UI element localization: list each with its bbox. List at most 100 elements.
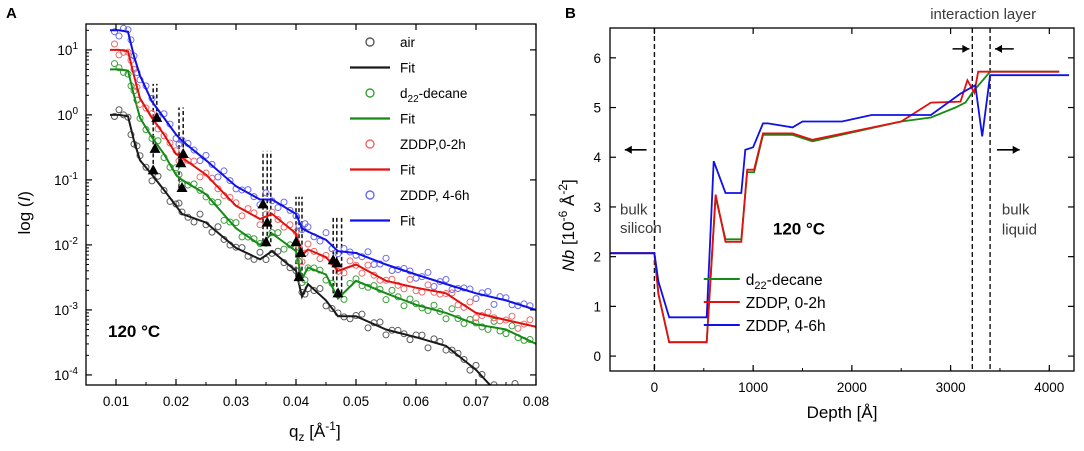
x-axis-label-a: qz [Å-1] [289,419,341,444]
data-point [111,60,118,68]
x-label-close: ] [336,422,341,441]
legend-text: ZDDP, 0-2h [746,295,826,312]
data-point [442,315,450,323]
x-tick-label-a: 0.04 [283,394,310,409]
data-point [232,219,240,227]
triangle-marker-7 [261,216,273,227]
data-point [466,298,474,306]
data-point [448,305,456,313]
panel-b-label: B [565,5,576,22]
y-label-close: ) [15,191,34,197]
data-point [472,295,480,303]
temperature-annotation-a: 120 °C [108,322,160,341]
data-point [238,212,246,220]
triangle-marker-13 [290,236,302,247]
y-tick-label-a: 10-2 [54,236,78,253]
data-point [262,256,270,264]
x-tick-label-b: 0 [651,380,659,395]
x-tick-label-a: 0.08 [523,394,549,409]
legend-label-b-0: d22-decane [746,272,823,292]
legend-rest: -decane [767,272,823,289]
x-tick-label-a: 0.07 [463,394,489,409]
y-tick-label-b: 0 [593,349,601,364]
legend-label-a-6: ZDDP, 4-6h [400,188,470,203]
series-0-group [110,106,519,399]
data-point [484,308,492,316]
data-point [502,330,510,338]
series-0-fit-line [110,113,492,385]
data-point [316,255,324,263]
data-point [526,316,534,324]
legend-text: d [400,86,408,101]
temperature-annotation-b: 120 °C [773,219,825,238]
panel-a-chart: 0.01 0.02 0.03 0.04 0.05 0.06 0.07 0.0810-410-3… [15,23,549,444]
data-point [250,193,258,201]
y-tick-label-b: 5 [593,101,601,116]
data-point [196,210,204,218]
data-point [442,275,450,283]
bulk-silicon-label-1: bulk [620,201,648,218]
triangle-marker-6 [175,157,187,168]
bulk-liquid-arrow-head [1012,145,1020,154]
data-point [388,267,396,275]
data-point [214,198,222,206]
data-point [460,355,468,363]
y-tick-label-a: 10-3 [54,301,78,318]
data-point [472,361,480,369]
triangle-marker-8 [295,247,307,258]
triangle-marker-5 [149,142,161,153]
data-point [376,318,384,326]
data-point [208,160,216,168]
x-label-exp: -1 [325,419,336,433]
x-label-unit: [Å [304,422,325,441]
x-tick-label-b: 4000 [1034,380,1064,395]
y-tick-label-b: 6 [593,51,601,66]
data-point [382,254,390,262]
y-tick-base: 10 [54,368,69,383]
x-tick-label-b: 2000 [837,380,867,395]
y-tick-exponent: -3 [69,301,78,312]
interaction-layer-label: interaction layer [930,6,1036,23]
y-label-close: ] [559,179,578,184]
triangle-marker-10 [151,111,163,122]
data-point [505,393,511,399]
data-point [226,177,234,185]
series-3-group [110,24,536,311]
data-point [148,134,156,142]
y-tick-exponent: -1 [69,171,78,182]
data-point [388,286,396,294]
data-point [115,106,123,114]
y-tick-label-b: 4 [593,150,601,165]
legend-text: ZDDP,0-2h [400,137,466,152]
y-label-exp: -6 [556,210,570,221]
data-point [316,284,324,292]
triangle-marker-1 [176,182,188,193]
data-point [346,257,354,265]
data-point [466,366,474,374]
y-axis-label-b: Nb [10-6 Å-2] [556,179,578,271]
y-tick-label-a: 100 [57,106,78,123]
data-point [262,189,270,197]
data-point [514,324,522,332]
legend-label-a-3: Fit [400,112,415,127]
data-point [214,173,222,181]
legend-sub: 22 [408,94,420,105]
data-point [328,305,336,313]
sld-line-0 [610,70,1060,344]
data-point [310,287,318,295]
legend-marker-a-0 [365,37,375,47]
data-point [160,132,168,140]
legend-text: Fit [400,214,415,229]
data-point [142,104,150,112]
data-point [400,302,408,310]
interaction-right-arrow-head [995,44,1003,53]
data-point [115,64,123,72]
series-1-fit-line [110,68,536,345]
data-point [220,167,228,175]
y-tick-exponent: 1 [72,41,78,52]
data-point [406,336,414,344]
y-tick-exponent: -4 [69,366,78,377]
data-point [196,186,204,194]
data-point [214,223,222,231]
